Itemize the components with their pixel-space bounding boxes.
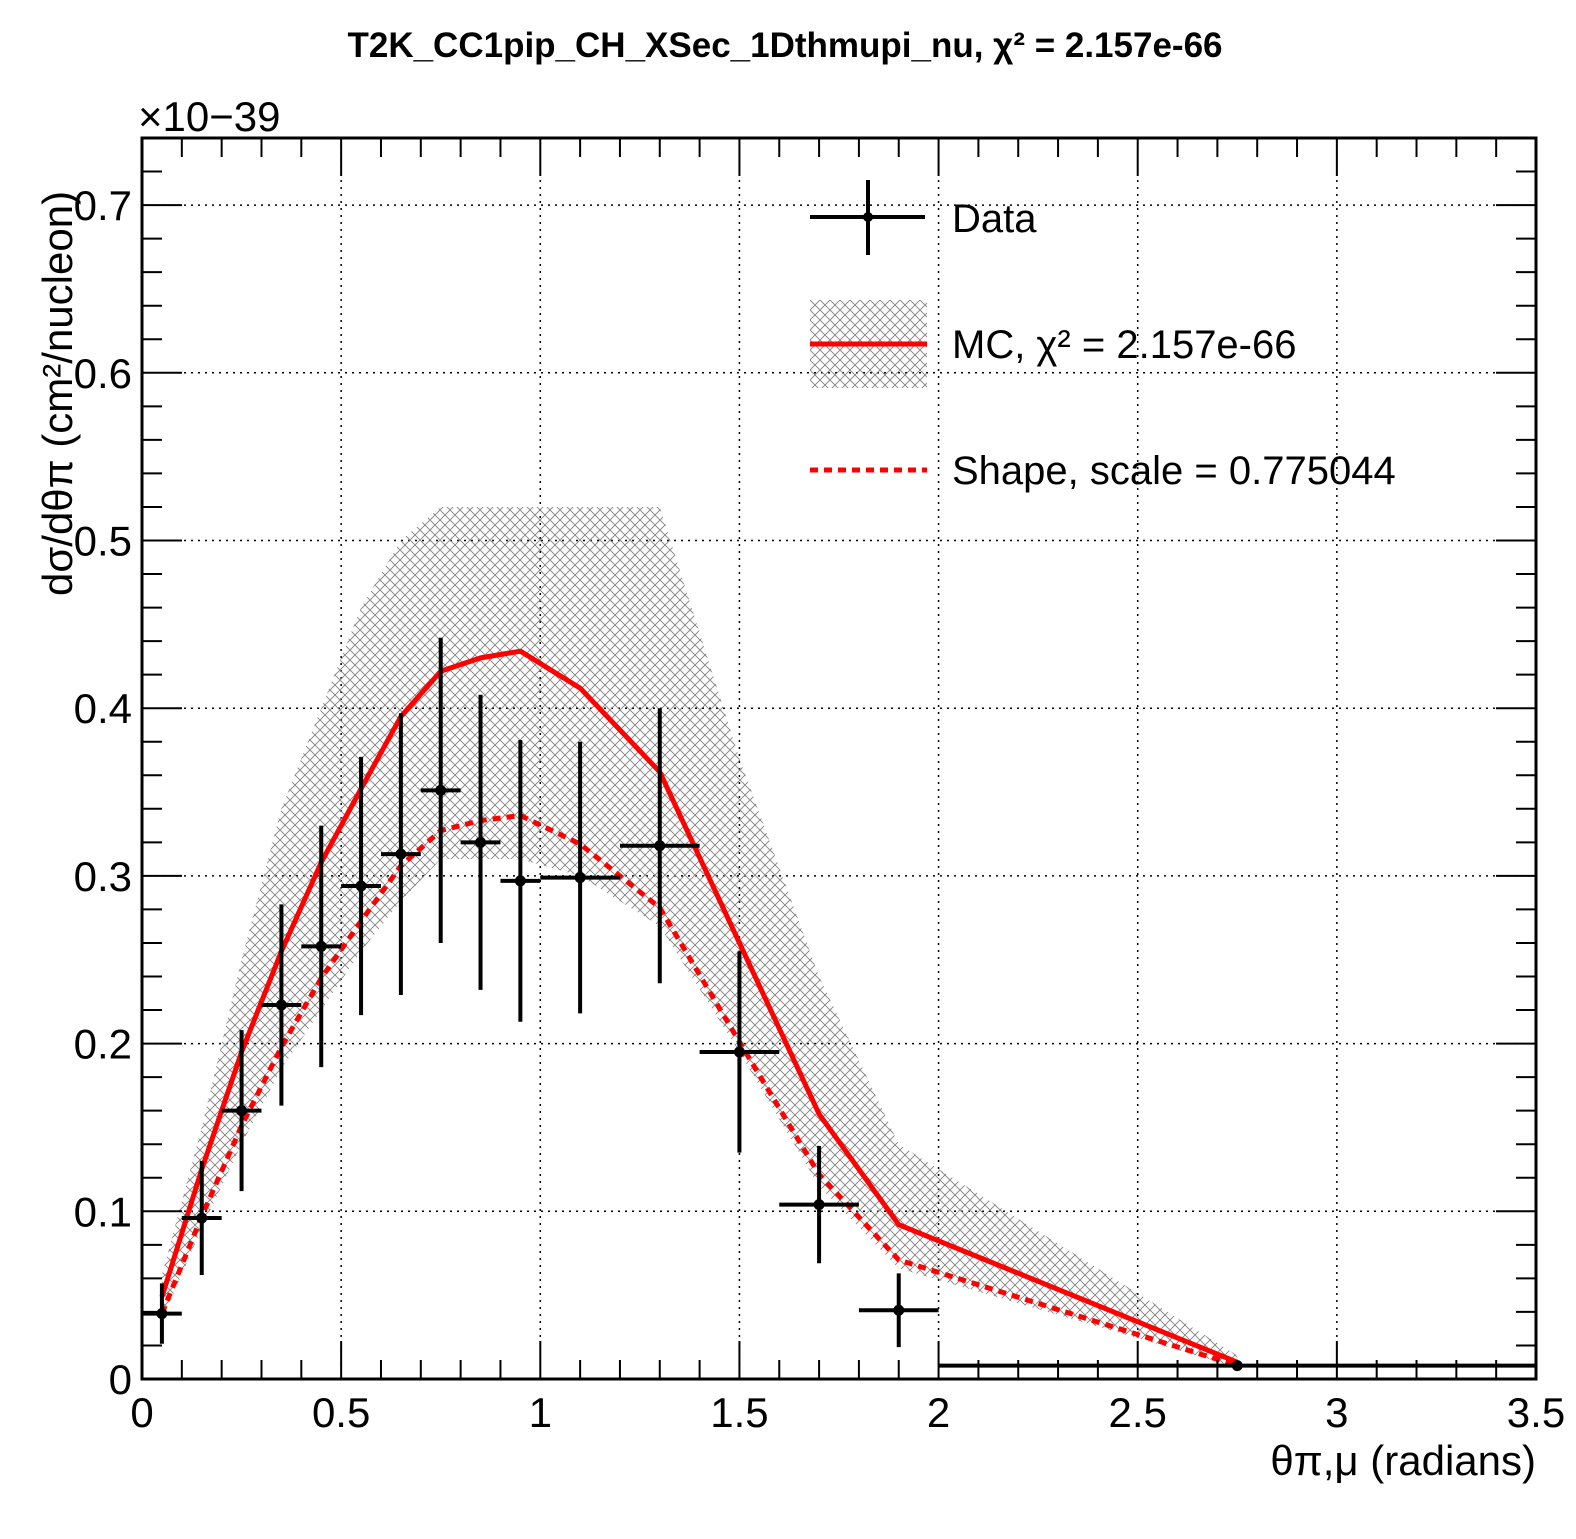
data-points bbox=[142, 637, 1536, 1372]
data-point bbox=[301, 825, 342, 1068]
x-tick-labels: 0 0.5 1 1.5 2 2.5 3 3.5 bbox=[130, 1389, 1565, 1436]
data-marker bbox=[435, 784, 447, 796]
data-point bbox=[261, 904, 302, 1106]
data-point bbox=[142, 1283, 182, 1344]
y-axis-label: dσ/dθπ (cm²/nucleon) bbox=[34, 191, 81, 596]
y-tick-label: 0.6 bbox=[74, 350, 132, 397]
y-tick-label: 0.5 bbox=[74, 517, 132, 564]
data-point bbox=[420, 637, 461, 943]
data-point bbox=[779, 1145, 859, 1264]
x-axis-label: θπ,μ (radians) bbox=[1270, 1437, 1536, 1484]
data-marker bbox=[893, 1304, 905, 1316]
legend-shape-label: Shape, scale = 0.775044 bbox=[952, 449, 1396, 493]
y-tick-label: 0.2 bbox=[74, 1021, 132, 1068]
x-tick-label: 0 bbox=[130, 1389, 153, 1436]
data-point bbox=[460, 694, 501, 990]
y-tick-label: 0.1 bbox=[74, 1188, 132, 1235]
data-point bbox=[540, 741, 620, 1014]
data-point bbox=[221, 1030, 262, 1192]
mc-line bbox=[159, 648, 1239, 1365]
x-tick-label: 3.5 bbox=[1507, 1389, 1565, 1436]
data-point bbox=[181, 1160, 222, 1276]
data-marker bbox=[574, 872, 586, 884]
x-tick-label: 2.5 bbox=[1109, 1389, 1167, 1436]
data-marker bbox=[733, 1046, 745, 1058]
legend-data-marker bbox=[810, 180, 925, 255]
data-marker bbox=[1231, 1360, 1243, 1372]
data-point bbox=[699, 951, 780, 1153]
legend-data-label: Data bbox=[952, 197, 1037, 241]
x-tick-label: 2 bbox=[927, 1389, 950, 1436]
data-marker bbox=[355, 880, 367, 892]
y-tick-label: 0.4 bbox=[74, 685, 132, 732]
data-marker bbox=[236, 1105, 248, 1117]
data-marker bbox=[654, 840, 666, 852]
x-tick-label: 1.5 bbox=[710, 1389, 768, 1436]
y-exponent-label: ×10−39 bbox=[138, 93, 281, 140]
x-tick-label: 3 bbox=[1325, 1389, 1348, 1436]
data-point bbox=[380, 713, 421, 995]
chart-title: T2K_CC1pip_CH_XSec_1Dthmupi_nu, χ² = 2.1… bbox=[347, 26, 1222, 65]
data-point bbox=[341, 756, 381, 1016]
data-marker bbox=[315, 940, 327, 952]
data-marker bbox=[275, 999, 287, 1011]
data-marker bbox=[813, 1199, 825, 1211]
axis-ticks bbox=[141, 137, 1537, 1380]
mc-band-area bbox=[161, 506, 1238, 1368]
data-point bbox=[938, 1360, 1536, 1372]
x-tick-label: 0.5 bbox=[312, 1389, 370, 1436]
plot-frame bbox=[140, 136, 1538, 1381]
data-marker bbox=[156, 1308, 168, 1320]
data-point bbox=[858, 1273, 939, 1348]
y-tick-labels: 0 0.1 0.2 0.3 0.4 0.5 0.6 0.7 bbox=[74, 182, 132, 1403]
legend: Data MC, χ² = 2.157e-66 Shape, scale = 0… bbox=[810, 180, 1396, 493]
data-marker bbox=[475, 836, 487, 848]
x-tick-label: 1 bbox=[529, 1389, 552, 1436]
data-marker bbox=[514, 875, 526, 887]
y-tick-label: 0.3 bbox=[74, 853, 132, 900]
y-tick-label: 0.7 bbox=[74, 182, 132, 229]
legend-mc-marker bbox=[810, 300, 927, 388]
data-marker bbox=[196, 1212, 208, 1224]
data-marker bbox=[395, 848, 407, 860]
mc-uncertainty-band bbox=[161, 506, 1238, 1368]
data-point bbox=[619, 708, 700, 984]
mc-series-line bbox=[159, 648, 1239, 1365]
data-point bbox=[500, 740, 541, 1022]
y-tick-label: 0 bbox=[109, 1356, 132, 1403]
legend-mc-label: MC, χ² = 2.157e-66 bbox=[952, 323, 1297, 367]
